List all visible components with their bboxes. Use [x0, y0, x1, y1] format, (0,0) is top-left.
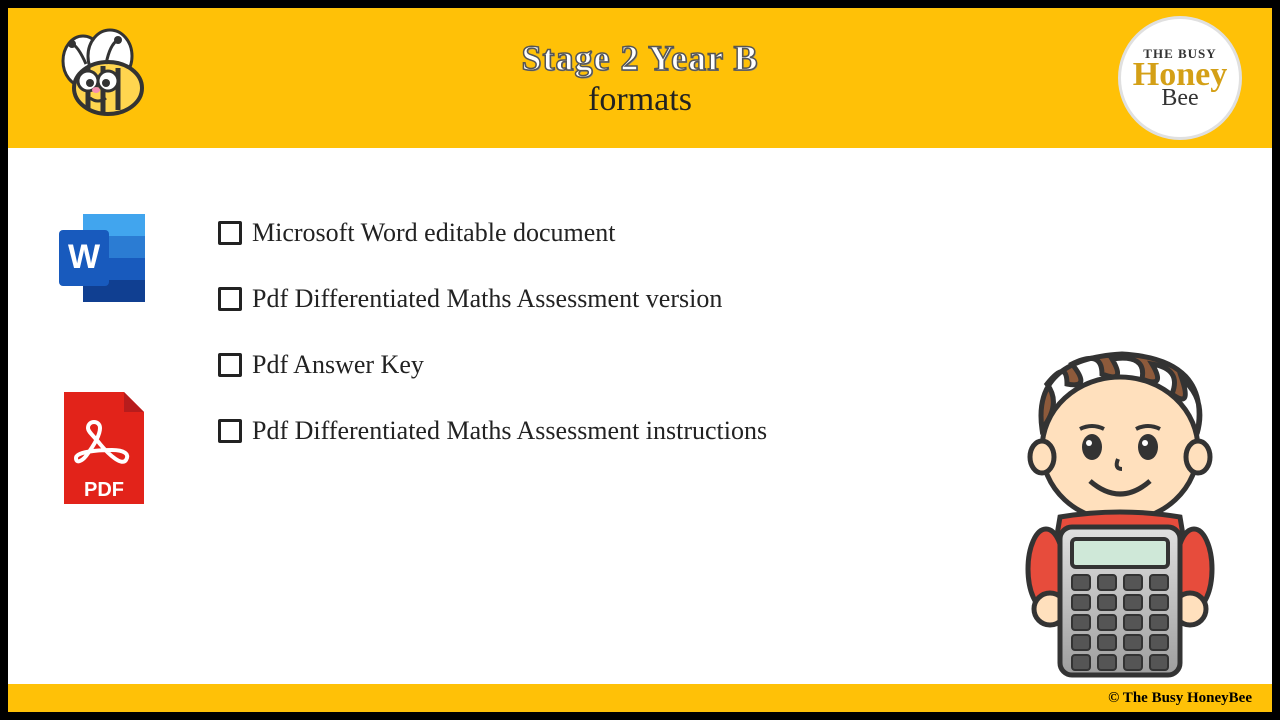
list-item: Microsoft Word editable document	[218, 218, 1212, 248]
word-icon: W	[53, 208, 153, 313]
checkbox-icon	[218, 221, 242, 245]
page-subtitle: formats	[588, 81, 692, 119]
header-bar: Stage 2 Year B formats	[8, 8, 1272, 148]
child-calculator-icon	[972, 339, 1252, 684]
copyright-text: © The Busy HoneyBee	[1108, 690, 1252, 707]
checkbox-icon	[218, 287, 242, 311]
checkbox-icon	[218, 419, 242, 443]
footer-bar: © The Busy HoneyBee	[8, 684, 1272, 712]
page-title: Stage 2 Year B	[522, 37, 759, 79]
list-item: Pdf Differentiated Maths Assessment vers…	[218, 284, 1212, 314]
list-item-label: Pdf Answer Key	[252, 350, 424, 380]
svg-text:PDF: PDF	[84, 479, 124, 501]
list-item-label: Pdf Differentiated Maths Assessment inst…	[252, 416, 767, 446]
pdf-icon: PDF	[56, 388, 151, 513]
list-item-label: Pdf Differentiated Maths Assessment vers…	[252, 284, 722, 314]
list-item-label: Microsoft Word editable document	[252, 218, 616, 248]
page-frame: Stage 2 Year B formats	[8, 8, 1272, 712]
checkbox-icon	[218, 353, 242, 377]
brand-logo: THE BUSY Honey Bee	[1118, 16, 1242, 140]
svg-text:W: W	[68, 238, 101, 276]
bee-icon	[48, 26, 158, 131]
logo-text-3: Bee	[1161, 86, 1198, 110]
